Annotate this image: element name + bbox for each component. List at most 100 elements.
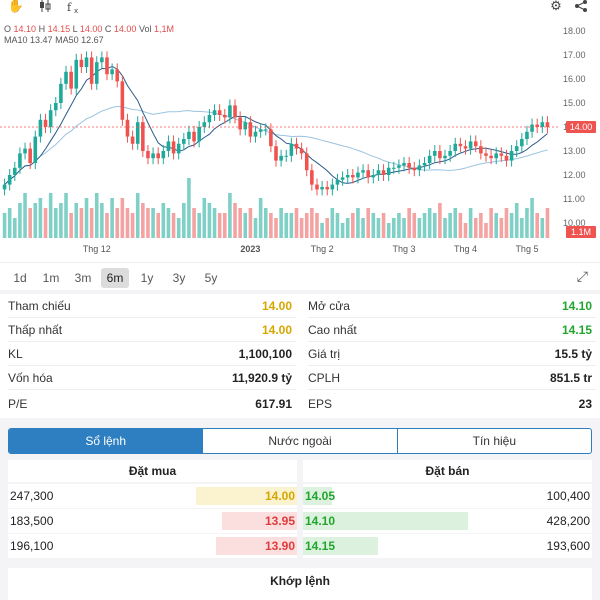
volume-bar	[176, 218, 181, 238]
timeframe-1m[interactable]: 1m	[42, 271, 60, 285]
buy-row: 183,500 13.95	[8, 509, 297, 533]
candle-body	[207, 115, 212, 123]
ohlc-vol-label: Vol	[138, 24, 152, 34]
volume-bar	[222, 213, 227, 238]
volume-bar	[325, 218, 330, 238]
sell-volume-bar	[303, 512, 468, 530]
candle-body	[289, 143, 294, 156]
volume-bar	[520, 218, 524, 238]
ma10-label: MA10	[4, 35, 28, 45]
price-axis-label: 12.00	[563, 170, 586, 180]
timeframe-3m[interactable]: 3m	[74, 271, 92, 285]
volume-bar	[146, 208, 150, 238]
candle-body	[141, 122, 145, 151]
candle-body	[23, 148, 27, 154]
stat-label: P/E	[8, 397, 28, 411]
volume-bar	[525, 208, 529, 238]
gear-icon[interactable]: ⚙	[550, 0, 562, 13]
volume-bar	[545, 208, 550, 238]
timeframe-1y[interactable]: 1y	[140, 271, 154, 285]
volume-bar	[509, 213, 514, 238]
candle-body	[371, 175, 376, 178]
volume-bar	[115, 208, 120, 238]
candle-body	[74, 59, 79, 89]
volume-bar	[304, 213, 309, 238]
timeframe-6m[interactable]: 6m	[101, 268, 129, 288]
hand-icon[interactable]: ✋	[7, 0, 25, 13]
volume-bar	[504, 208, 509, 238]
volume-bar	[192, 208, 196, 238]
volume-bar	[89, 208, 94, 238]
candle-body	[284, 155, 289, 157]
price-chart[interactable]: 18.00 17.00 16.00 15.00 14.00 13.00 12.00 11.00…	[0, 0, 600, 262]
volume-bar	[345, 218, 350, 238]
candle-body	[345, 175, 350, 178]
svg-text:f: f	[67, 1, 72, 14]
timeframe-5y[interactable]: 5y	[204, 271, 218, 285]
volume-bar	[202, 198, 207, 238]
stat-value: 14.15	[561, 323, 592, 337]
volume-bar	[18, 203, 22, 238]
candle-body	[233, 105, 237, 118]
volume-bar	[13, 218, 17, 238]
candle-body	[366, 170, 370, 178]
candle-body	[120, 81, 125, 120]
volume-bar	[171, 213, 176, 238]
ohlc-c-value: 14.00	[113, 24, 137, 34]
stat-value: 23	[578, 397, 592, 411]
volume-bar	[535, 213, 539, 238]
candle-body	[473, 141, 478, 147]
matched-orders-header: Khớp lệnh	[8, 568, 592, 594]
candle-body	[479, 146, 483, 154]
candle-body	[530, 124, 534, 132]
candle-body	[79, 59, 84, 67]
sell-volume: 193,600	[546, 539, 590, 553]
candle-body	[279, 155, 283, 161]
buy-price: 13.95	[264, 514, 295, 528]
price-axis-label: 13.00	[563, 146, 586, 156]
candle-body	[402, 163, 406, 166]
timeframe-3y[interactable]: 3y	[172, 271, 186, 285]
candle-body	[294, 143, 299, 149]
timeframe-selector: 1d 1m 3m 6m 1y 3y 5y ⤢	[0, 262, 600, 290]
share-icon[interactable]	[574, 0, 594, 14]
volume-bar	[269, 213, 273, 238]
buy-volume: 196,100	[10, 539, 54, 553]
tab-tin-hieu[interactable]: Tín hiệu	[472, 434, 516, 448]
candlestick-chart[interactable]: 18.00 17.00 16.00 15.00 14.00 13.00 12.00 11.00…	[0, 0, 600, 262]
ma50-line	[4, 105, 548, 185]
volume-bar	[53, 208, 58, 238]
candle-body	[258, 129, 263, 132]
tab-so-lenh[interactable]: Sổ lệnh	[9, 429, 204, 453]
volume-bar	[74, 203, 79, 238]
stat-label: Thấp nhất	[8, 323, 63, 337]
candle-body	[202, 122, 207, 127]
volume-bar	[279, 208, 283, 238]
candle-icon[interactable]	[38, 0, 58, 14]
buy-volume: 247,300	[10, 489, 54, 503]
buy-header: Đặt mua	[8, 460, 297, 482]
expand-icon[interactable]: ⤢	[576, 268, 588, 284]
volume-bar	[23, 193, 27, 238]
volume-bar	[514, 203, 519, 238]
candle-body	[64, 71, 68, 84]
price-axis-label: 10.00	[563, 218, 586, 228]
time-axis-label: Thg 3	[393, 244, 416, 254]
buy-volume-bar	[216, 537, 297, 555]
ohlc-h-label: H	[38, 24, 46, 34]
stat-label: Tham chiếu	[8, 299, 71, 313]
volume-bar	[253, 218, 258, 238]
sell-volume: 100,400	[546, 489, 590, 503]
ohlc-o-label: O	[4, 24, 12, 34]
volume-bar	[381, 213, 386, 238]
volume-bar	[217, 213, 222, 238]
candle-body	[453, 143, 458, 151]
candle-body	[463, 146, 468, 149]
timeframe-1d[interactable]: 1d	[13, 271, 27, 285]
candle-body	[494, 153, 499, 159]
candle-body	[18, 153, 22, 168]
candle-body	[100, 57, 104, 63]
candle-body	[105, 57, 109, 75]
tab-nuoc-ngoai[interactable]: Nước ngoài	[203, 429, 398, 453]
